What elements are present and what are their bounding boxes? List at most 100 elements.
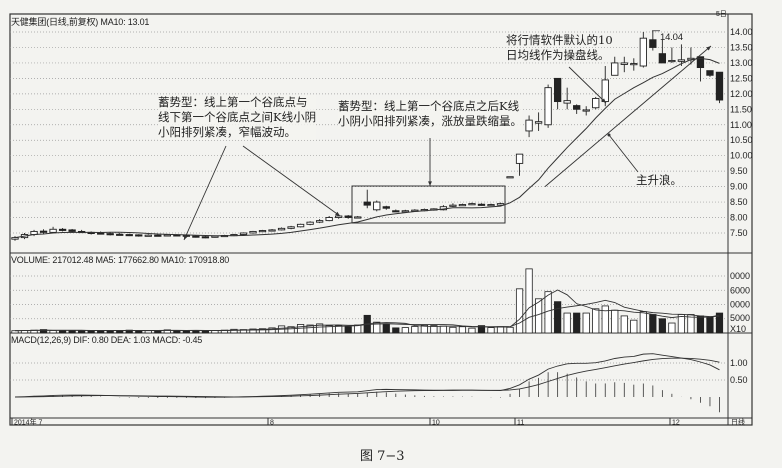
volume-bar-up [668,322,676,334]
volume-bar-up [496,326,505,334]
candle-up [515,153,524,164]
price-tick-label: 13.00 [730,58,753,68]
annotation-ma10: 将行情软件默认的10 日均线作为操盘线。 [506,33,613,63]
candle-down [135,234,143,237]
volume-bar-up [458,326,467,334]
volume-bar-up [487,327,495,334]
candle-up [639,37,647,67]
price-tick-label: 8.50 [730,197,748,207]
date-label: 10 [432,420,440,427]
annotation-arrow [183,145,227,241]
candle-up [306,221,314,225]
volume-bar-up [630,319,638,334]
volume-bar-down [658,318,666,334]
candle-up [601,79,609,103]
volume-bar-down [715,312,724,334]
volume-bar-up [420,324,428,334]
candle-up [630,63,638,66]
price-tick-label: 9.00 [730,182,748,192]
high-price-label: 14.04 [660,32,683,43]
annotation-arrow-head [601,98,606,103]
volume-bar-up [411,326,419,334]
candle-down [97,232,105,235]
volume-bar-down [39,329,48,334]
candle-up [211,235,219,238]
candle-up [325,217,333,222]
volume-bar-up [430,325,438,334]
period-label: 日线 [731,418,745,427]
macd-panel-title: MACD(12,26,9) DIF: 0.80 DEA: 1.03 MACD: … [11,335,203,345]
period-corner-label: 5日 [716,11,727,18]
candle-down [68,229,76,232]
figure-caption: 图 7−3 [360,449,405,464]
candle-down [201,236,210,239]
volume-bar-up [515,288,524,334]
candle-up [258,230,267,233]
annotation-arrow-head [335,211,340,216]
volume-bar-down [87,330,95,334]
volume-bar-up [601,305,609,334]
candle-up [335,215,343,218]
macd-tick-label: 0.50 [730,375,748,385]
candle-up [401,210,409,213]
volume-bar-up [306,324,314,334]
candle-up [49,228,57,233]
volume-bar-up [449,326,457,334]
volume-bar-down [477,325,486,334]
candle-down [696,56,705,69]
date-label: 12 [672,420,680,427]
candle-up [506,176,514,179]
volume-tick-label: 0000 [730,300,750,310]
main-wave-trendline-head [706,46,711,51]
volume-bar-up [163,329,171,334]
volume-bar-up [325,325,333,334]
annotation-ma10-line: 日均线作为操盘线。 [506,48,610,62]
candle-up [449,204,457,207]
volume-bar-down [706,316,714,334]
candle-up [620,62,628,65]
date-label: 11 [517,420,524,427]
candle-down [363,201,371,206]
annotation-arrow-head [184,235,188,240]
volume-ma10-line [14,299,720,332]
candle-up [277,227,286,231]
volume-bar-up [258,328,267,334]
candle-down [106,233,114,236]
candle-up [525,119,533,132]
volume-unit-label: X10 [730,324,746,334]
candle-up [458,204,467,207]
candle-down [658,53,667,64]
volume-panel-title: VOLUME: 217012.48 MA5: 177662.80 MA10: 1… [11,255,230,265]
candle-up [163,234,171,237]
price-panel-title: 天健集团(日线,前复权) MA10: 13.01 [11,17,150,27]
annotation-middle: 蓄势型：线上第一个谷底点之后K线 小阴小阳排列紧凑，涨放量跌缩量。 [338,99,522,129]
volume-bar-up [677,314,686,334]
candle-down [382,206,390,209]
volume-bar-up [592,308,600,334]
candle-up [249,230,257,234]
macd-tick-label: 1.00 [730,358,748,368]
price-tick-label: 12.00 [730,89,753,99]
macd-dif-line [14,353,720,398]
main-wave-pointer-dot [607,133,611,137]
candle-up [239,232,248,235]
candle-down [477,203,486,206]
price-tick-label: 10.00 [730,151,753,161]
volume-bar-up [144,330,152,334]
consolidation-box [351,185,506,224]
volume-bar-up [287,326,295,334]
candle-up [611,62,619,76]
volume-tick-label: 6000 [730,285,750,295]
volume-bar-up [316,323,324,334]
annotation-arrow [568,66,607,104]
volume-bar-down [696,315,705,334]
volume-bar-up [373,321,381,334]
candle-up [592,98,600,109]
price-tick-label: 11.50 [730,104,752,114]
volume-bar-down [201,330,209,334]
candle-down [58,228,67,231]
volume-bar-up [401,327,409,334]
volume-bar-up [49,330,57,334]
volume-bar-down [573,312,581,334]
annotation-middle-line: 小阴小阳排列紧凑，涨放量跌缩量。 [338,114,522,128]
